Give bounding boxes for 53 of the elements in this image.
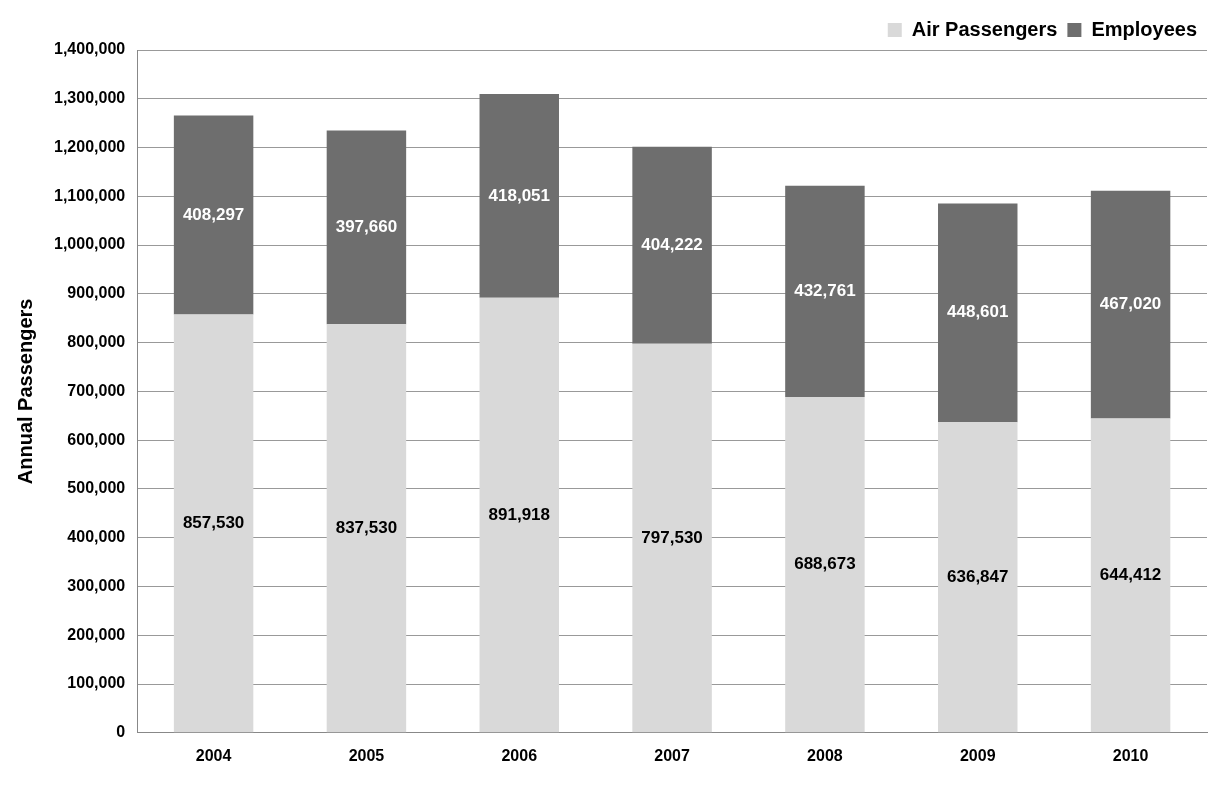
bar	[938, 203, 1018, 423]
bar	[1090, 190, 1171, 419]
y-tick-label: 1,200,000	[53, 137, 126, 155]
bar	[173, 115, 254, 315]
x-tick-label: 2007	[654, 746, 690, 764]
bar	[632, 343, 712, 733]
data-label: 432,761	[794, 281, 856, 301]
data-label: 644,412	[1099, 565, 1162, 585]
data-label: 448,601	[947, 302, 1009, 322]
y-tick-label: 800,000	[67, 333, 126, 351]
data-label: 857,530	[182, 513, 245, 533]
data-label: 408,297	[182, 204, 245, 224]
x-tick-label: 2006	[501, 746, 538, 764]
y-tick-label: 100,000	[67, 674, 126, 692]
bar	[479, 93, 559, 298]
y-axis-title: Annual Passengers	[13, 298, 36, 485]
data-label: 797,530	[641, 527, 703, 547]
legend-label: Air Passengers	[911, 17, 1058, 40]
y-tick-label: 900,000	[67, 284, 126, 302]
data-label: 404,222	[641, 234, 703, 254]
y-tick-label: 1,400,000	[53, 40, 126, 58]
bar	[479, 297, 559, 733]
x-tick-label: 2004	[195, 746, 232, 764]
data-label: 891,918	[488, 504, 550, 524]
data-label: 688,673	[794, 554, 856, 574]
bar	[785, 185, 865, 397]
y-tick-label: 600,000	[67, 430, 126, 448]
y-tick-label: 700,000	[67, 381, 126, 399]
y-tick-label: 400,000	[67, 528, 126, 546]
legend-label: Employees	[1091, 17, 1197, 40]
data-label: 837,530	[335, 518, 398, 537]
data-label: 467,020	[1099, 294, 1162, 314]
x-tick-label: 2008	[807, 746, 843, 764]
data-label: 397,660	[335, 217, 398, 237]
data-label: 636,847	[947, 566, 1009, 586]
y-tick-label: 1,300,000	[53, 89, 126, 107]
y-tick-label: 200,000	[67, 625, 126, 643]
bar	[1090, 418, 1171, 733]
y-tick-label: 300,000	[67, 576, 126, 594]
y-tick-label: 1,100,000	[53, 186, 126, 204]
x-tick-label: 2010	[1112, 746, 1149, 764]
y-tick-label: 1,000,000	[53, 235, 126, 253]
bar	[785, 396, 865, 733]
bar	[173, 314, 254, 733]
bar	[326, 324, 407, 733]
y-tick-label: 500,000	[67, 479, 126, 497]
x-tick-label: 2005	[348, 746, 385, 764]
bar	[938, 422, 1018, 733]
data-label: 418,051	[488, 185, 550, 205]
bar	[632, 146, 712, 344]
y-tick-label: 0	[116, 723, 126, 741]
bar	[326, 130, 407, 325]
x-tick-label: 2009	[959, 746, 996, 764]
